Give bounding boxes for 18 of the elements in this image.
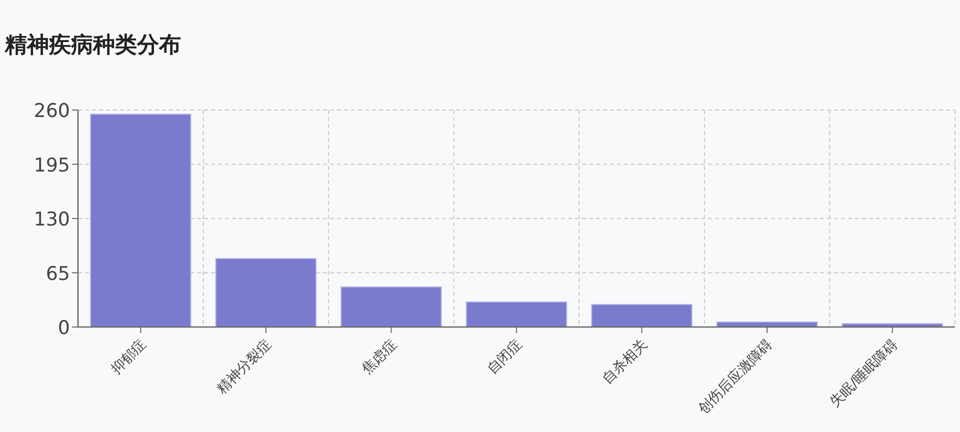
x-tick-label: 自闭症 <box>484 336 526 378</box>
bar <box>90 114 192 328</box>
y-tick-label: 260 <box>34 100 70 122</box>
y-tick-label: 130 <box>34 208 70 230</box>
bar <box>340 286 442 328</box>
x-tick-label: 失眠/睡眠障碍 <box>827 336 902 411</box>
y-tick-label: 0 <box>58 317 70 339</box>
bar <box>466 301 568 328</box>
x-tick-label: 自杀相关 <box>600 336 651 388</box>
chart-title: 精神疾病种类分布 <box>4 33 181 58</box>
x-tick-label: 创伤后应激障碍 <box>695 336 776 418</box>
y-tick-label: 195 <box>34 154 70 176</box>
x-tick-label: 焦虑症 <box>359 336 400 378</box>
x-tick-label: 抑郁症 <box>108 336 150 378</box>
x-tick-label: 精神分裂症 <box>214 336 275 398</box>
y-tick-label: 65 <box>46 262 70 285</box>
bar <box>591 304 692 328</box>
bar <box>215 258 317 328</box>
